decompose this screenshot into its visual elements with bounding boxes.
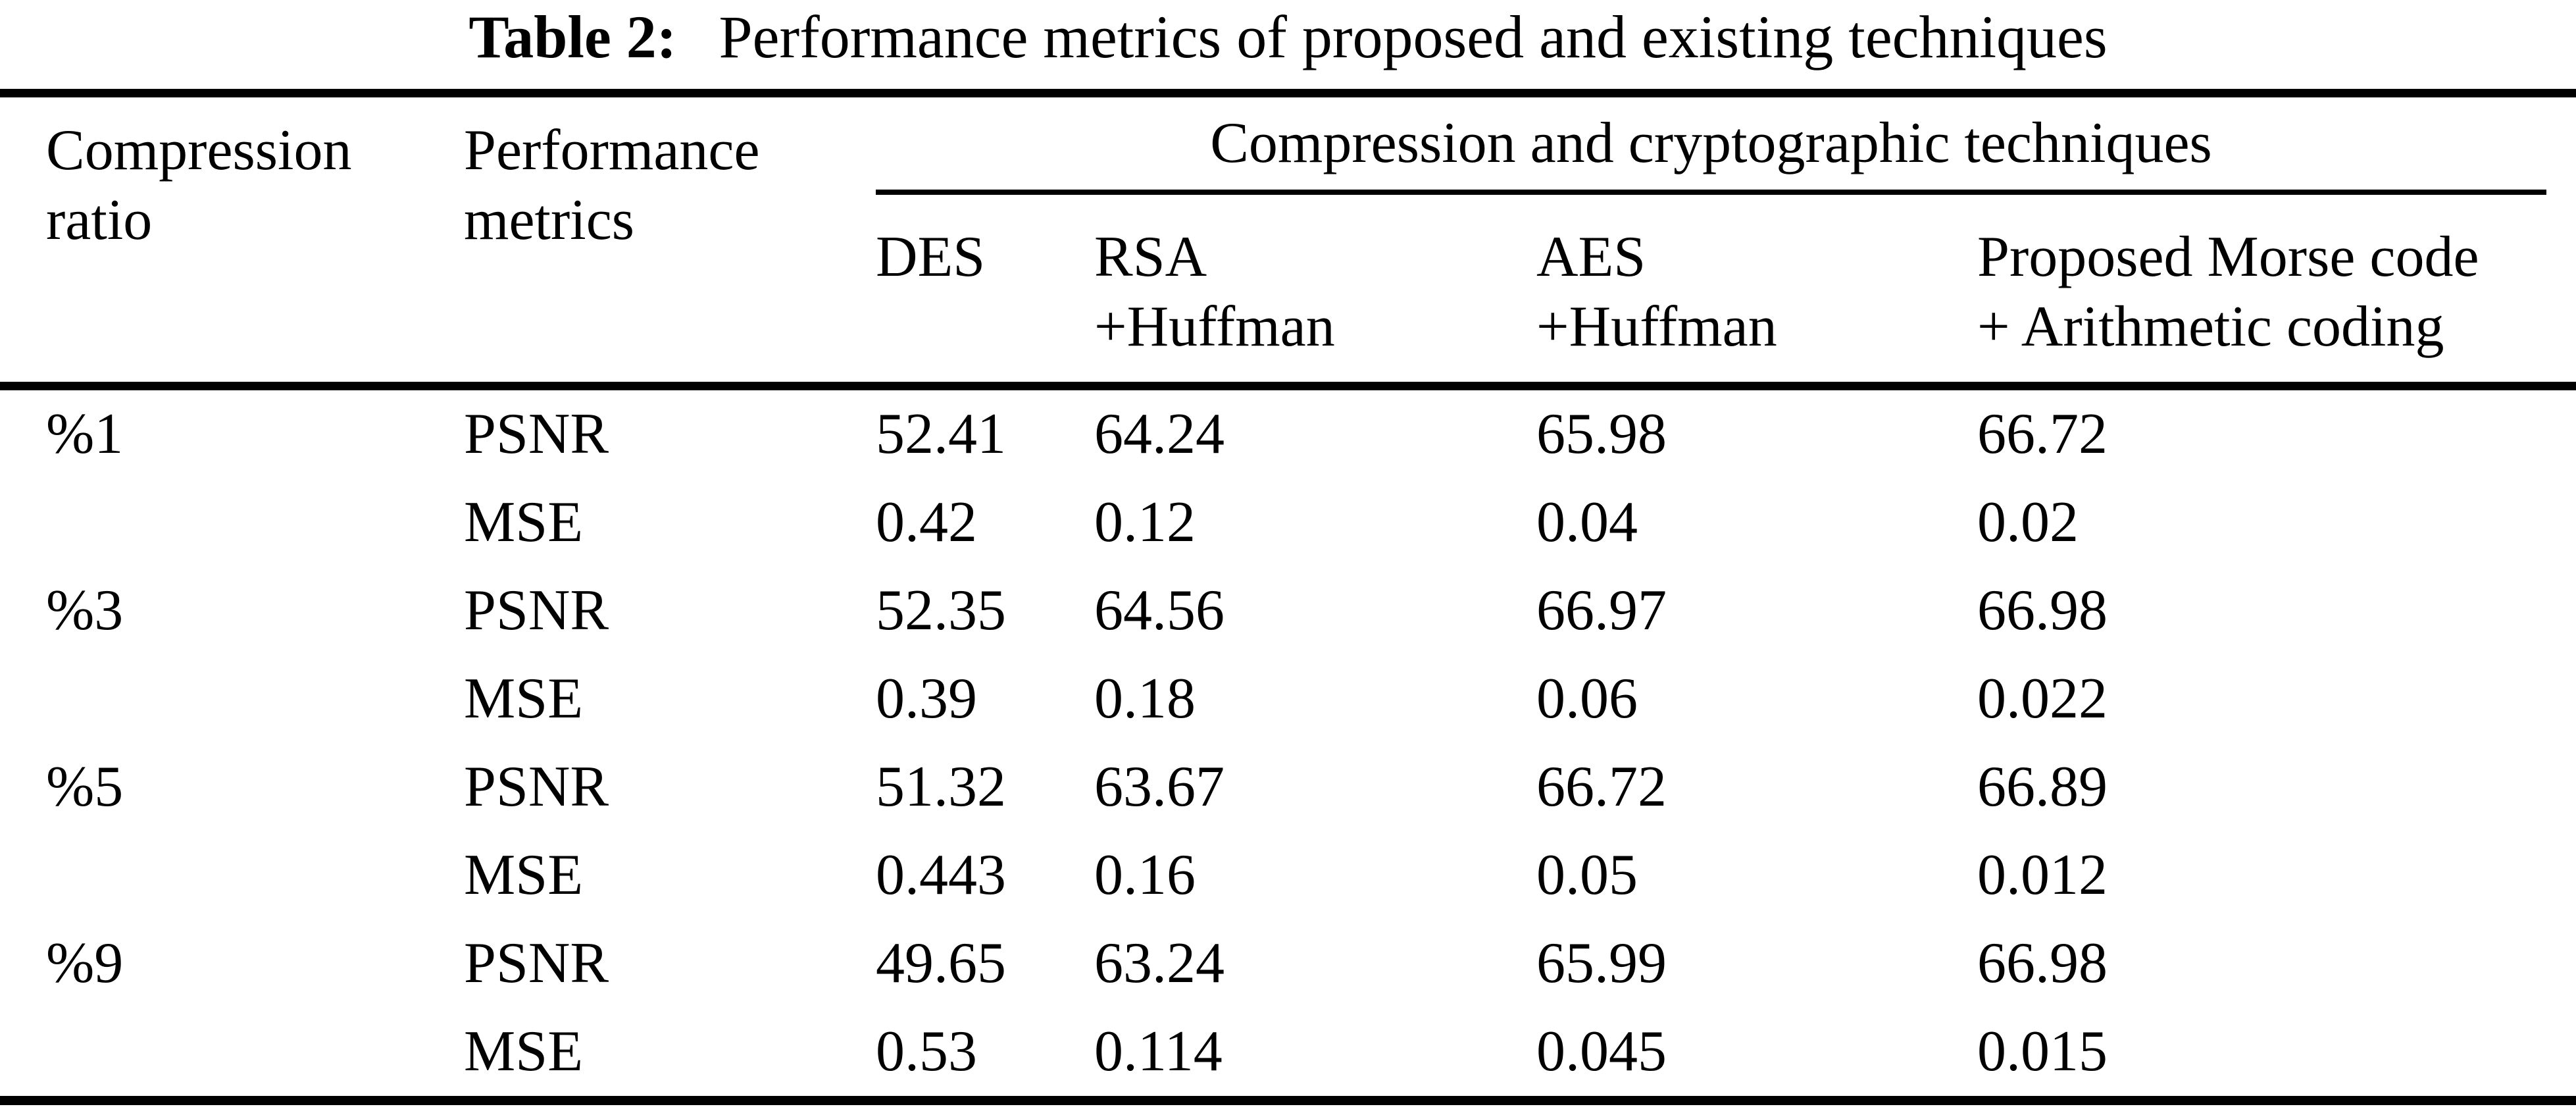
header-proposed-line2: + Arithmetic coding <box>1977 295 2444 359</box>
header-rsa-huffman-line2: +Huffman <box>1094 295 1335 359</box>
top-rule-line <box>0 89 2576 97</box>
table-top-rule <box>0 89 2576 97</box>
value-cell-proposed: 66.72 <box>1977 402 2108 466</box>
value-cell-aes: 66.72 <box>1536 755 1667 819</box>
value-cell-des: 0.39 <box>876 667 977 731</box>
value-cell-proposed: 66.89 <box>1977 755 2108 819</box>
value-cell-proposed: 0.015 <box>1977 1020 2108 1083</box>
mid-rule-line <box>0 382 2576 390</box>
compression-ratio-cell <box>0 479 464 567</box>
header-compression-ratio-line2: ratio <box>46 188 153 252</box>
table-row: MSE 0.443 0.16 0.05 0.012 <box>0 831 2576 920</box>
header-proposed-line1: Proposed Morse code <box>1977 225 2479 289</box>
header-des-line1: DES <box>876 225 986 289</box>
value-cell-rsa: 0.12 <box>1094 490 1196 554</box>
value-cell-proposed: 0.02 <box>1977 490 2079 554</box>
header-rsa-huffman: RSA +Huffman <box>1094 195 1536 382</box>
table-row: MSE 0.39 0.18 0.06 0.022 <box>0 655 2576 743</box>
value-cell-proposed: 0.022 <box>1977 667 2108 731</box>
header-performance-metrics-line1: Performance <box>464 118 760 182</box>
header-rsa-huffman-line1: RSA <box>1094 225 1207 289</box>
header-proposed-morse-arithmetic: Proposed Morse code + Arithmetic coding <box>1977 195 2576 382</box>
table-row: %3 PSNR 52.35 64.56 66.97 66.98 <box>0 567 2576 655</box>
table-row: %1 PSNR 52.41 64.24 65.98 66.72 <box>0 390 2576 479</box>
compression-ratio-cell: %3 <box>46 579 124 642</box>
value-cell-des: 0.42 <box>876 490 977 554</box>
bottom-rule-line <box>0 1096 2576 1105</box>
metric-cell: PSNR <box>464 931 609 995</box>
table-row: %9 PSNR 49.65 63.24 65.99 66.98 <box>0 920 2576 1008</box>
metric-cell: MSE <box>464 1020 583 1083</box>
table-caption-label: Table 2: <box>468 3 677 70</box>
value-cell-rsa: 64.24 <box>1094 402 1225 466</box>
value-cell-aes: 66.97 <box>1536 579 1667 642</box>
value-cell-rsa: 63.67 <box>1094 755 1225 819</box>
metric-cell: MSE <box>464 843 583 907</box>
value-cell-des: 51.32 <box>876 755 1006 819</box>
header-aes-huffman-line2: +Huffman <box>1536 295 1777 359</box>
header-group-row: Compression ratio Performance metrics Co… <box>0 97 2576 252</box>
value-cell-proposed: 66.98 <box>1977 579 2108 642</box>
compression-ratio-cell: %5 <box>46 755 124 819</box>
header-techniques-group-label: Compression and cryptographic techniques <box>876 97 2546 195</box>
metric-cell: PSNR <box>464 579 609 642</box>
value-cell-des: 52.35 <box>876 579 1006 642</box>
value-cell-des: 0.443 <box>876 843 1006 907</box>
value-cell-aes: 65.98 <box>1536 402 1667 466</box>
table-mid-rule <box>0 382 2576 390</box>
compression-ratio-cell <box>0 655 464 743</box>
table-row: MSE 0.42 0.12 0.04 0.02 <box>0 479 2576 567</box>
value-cell-rsa: 0.114 <box>1094 1020 1223 1083</box>
metric-cell: MSE <box>464 667 583 731</box>
value-cell-rsa: 0.16 <box>1094 843 1196 907</box>
value-cell-aes: 0.04 <box>1536 490 1638 554</box>
compression-ratio-cell: %9 <box>46 931 124 995</box>
compression-ratio-cell <box>0 831 464 920</box>
performance-metrics-table: Compression ratio Performance metrics Co… <box>0 89 2576 1105</box>
header-aes-huffman: AES +Huffman <box>1536 195 1977 382</box>
value-cell-rsa: 63.24 <box>1094 931 1225 995</box>
table-row: %5 PSNR 51.32 63.67 66.72 66.89 <box>0 743 2576 831</box>
value-cell-aes: 0.045 <box>1536 1020 1667 1083</box>
header-performance-metrics: Performance metrics <box>464 97 876 382</box>
header-compression-ratio: Compression ratio <box>0 97 464 382</box>
compression-ratio-cell <box>0 1008 464 1096</box>
header-compression-ratio-line1: Compression <box>46 118 352 182</box>
value-cell-aes: 0.05 <box>1536 843 1638 907</box>
table-caption: Table 2: Performance metrics of proposed … <box>0 0 2576 89</box>
value-cell-rsa: 0.18 <box>1094 667 1196 731</box>
compression-ratio-cell: %1 <box>46 402 124 466</box>
value-cell-proposed: 66.98 <box>1977 931 2108 995</box>
table-bottom-rule <box>0 1096 2576 1105</box>
metric-cell: MSE <box>464 490 583 554</box>
header-sub-row: DES RSA +Huffman AES +Huffman Proposed M… <box>0 195 2576 382</box>
table-caption-text: Performance metrics of proposed and exis… <box>719 3 2108 70</box>
value-cell-aes: 0.06 <box>1536 667 1638 731</box>
value-cell-rsa: 64.56 <box>1094 579 1225 642</box>
header-performance-metrics-line2: metrics <box>464 188 635 252</box>
value-cell-proposed: 0.012 <box>1977 843 2108 907</box>
value-cell-des: 0.53 <box>876 1020 977 1083</box>
value-cell-aes: 65.99 <box>1536 931 1667 995</box>
header-techniques-group: Compression and cryptographic techniques <box>876 97 2576 195</box>
header-des: DES <box>876 195 1094 382</box>
header-aes-huffman-line1: AES <box>1536 225 1646 289</box>
value-cell-des: 49.65 <box>876 931 1006 995</box>
value-cell-des: 52.41 <box>876 402 1006 466</box>
metric-cell: PSNR <box>464 755 609 819</box>
metric-cell: PSNR <box>464 402 609 466</box>
table-row: MSE 0.53 0.114 0.045 0.015 <box>0 1008 2576 1096</box>
